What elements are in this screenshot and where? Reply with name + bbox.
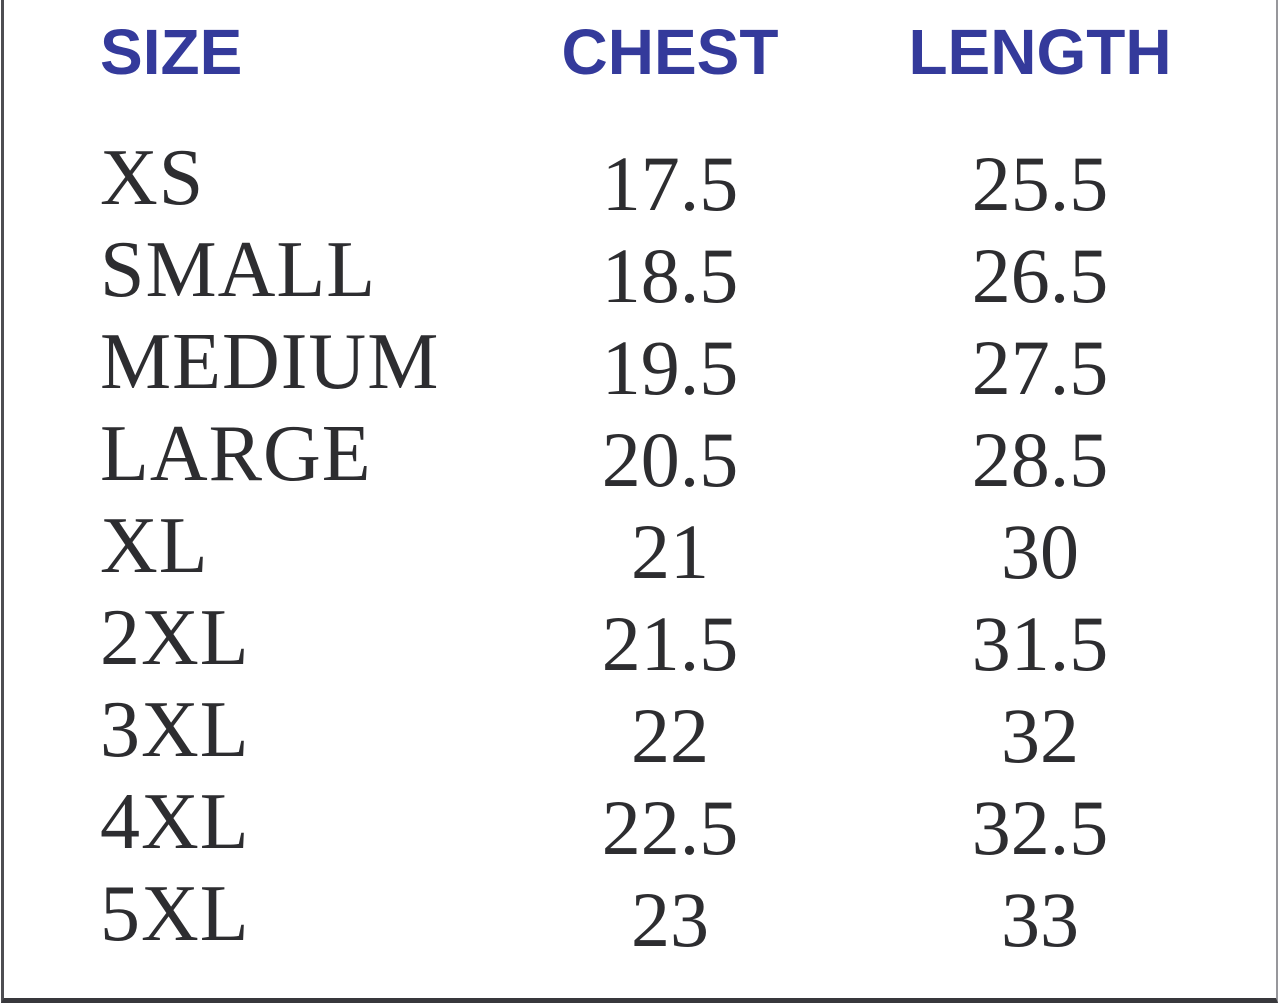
length-cell: 32.5 xyxy=(971,784,1109,871)
length-cell: 28.5 xyxy=(971,416,1109,503)
length-cell: 27.5 xyxy=(971,324,1109,411)
column-header-size: SIZE xyxy=(100,16,243,88)
table-row: 5XL 23 33 xyxy=(0,868,1280,963)
chest-cell: 19.5 xyxy=(601,324,739,411)
table-row: 2XL 21.5 31.5 xyxy=(0,592,1280,687)
table-row: SMALL 18.5 26.5 xyxy=(0,224,1280,319)
table-row: XL 21 30 xyxy=(0,500,1280,595)
table-row: LARGE 20.5 28.5 xyxy=(0,408,1280,503)
size-cell: 4XL xyxy=(100,778,250,866)
size-cell: XS xyxy=(100,134,205,222)
chest-cell: 22 xyxy=(631,692,709,779)
size-cell: 5XL xyxy=(100,870,250,958)
length-cell: 25.5 xyxy=(971,140,1109,227)
size-cell: MEDIUM xyxy=(100,318,440,406)
table-body: XS 17.5 25.5 SMALL 18.5 26.5 MEDIUM 19.5… xyxy=(0,132,1280,963)
column-header-chest: CHEST xyxy=(561,16,779,88)
chest-cell: 21.5 xyxy=(601,600,739,687)
length-cell: 26.5 xyxy=(971,232,1109,319)
size-cell: XL xyxy=(100,502,209,590)
size-cell: LARGE xyxy=(100,410,372,498)
size-cell: SMALL xyxy=(100,226,377,314)
column-header-length: LENGTH xyxy=(908,16,1172,88)
length-cell: 31.5 xyxy=(971,600,1109,687)
chest-cell: 20.5 xyxy=(601,416,739,503)
chest-cell: 22.5 xyxy=(601,784,739,871)
chest-cell: 23 xyxy=(631,876,709,963)
chest-cell: 18.5 xyxy=(601,232,739,319)
size-cell: 3XL xyxy=(100,686,250,774)
table-row: MEDIUM 19.5 27.5 xyxy=(0,316,1280,411)
table-row: 4XL 22.5 32.5 xyxy=(0,776,1280,871)
chest-cell: 17.5 xyxy=(601,140,739,227)
length-cell: 33 xyxy=(1001,876,1079,963)
table-header-row: SIZE CHEST LENGTH xyxy=(0,0,1280,88)
length-cell: 32 xyxy=(1001,692,1079,779)
size-cell: 2XL xyxy=(100,594,250,682)
table-row: XS 17.5 25.5 xyxy=(0,132,1280,227)
length-cell: 30 xyxy=(1001,508,1079,595)
table-row: 3XL 22 32 xyxy=(0,684,1280,779)
chest-cell: 21 xyxy=(631,508,709,595)
